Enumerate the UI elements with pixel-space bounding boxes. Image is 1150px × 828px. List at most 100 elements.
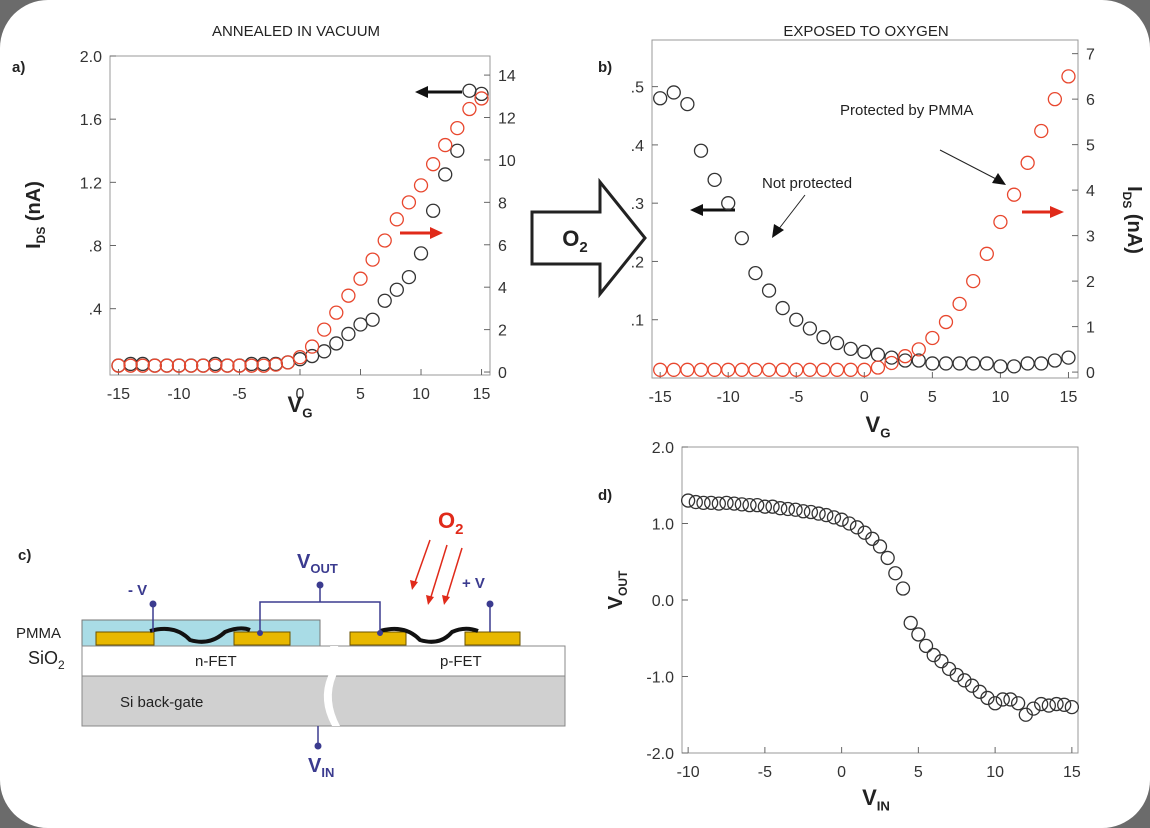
gas-arrows [413,539,463,601]
data-point [1049,696,1064,712]
terminal-label: - V [128,582,147,599]
label-main: V [297,551,311,573]
data-point [304,339,320,354]
data-point [341,326,356,342]
data-point [949,667,964,683]
data-point [1006,187,1022,202]
x-tick-label: -5 [789,389,803,406]
data-point [734,497,750,512]
label-rest: (nA) [23,181,45,227]
data-point [727,496,742,511]
data-point [389,212,404,227]
y-tick-label: -2.0 [646,746,674,763]
data-point [1003,692,1018,707]
data-point [704,495,719,510]
data-point [1047,91,1063,107]
y-tick-label: 2.0 [80,49,102,66]
layer-label: SiO2 [28,648,65,672]
data-point [789,312,804,327]
data-point [811,506,826,521]
axis-label: VG [866,412,891,441]
layer-label: Si back-gate [120,694,203,711]
y2-tick-label: 10 [498,153,516,170]
data-point [232,358,247,373]
data-point [450,120,465,136]
label-main: I [23,243,45,249]
data-point [979,246,994,261]
data-point [171,358,187,373]
data-point [895,581,911,596]
data-point [401,269,417,285]
y2-tick-label: 0 [498,365,507,382]
x-tick-label: -15 [107,386,130,403]
data-point [147,358,162,373]
data-point [1010,696,1026,711]
x-tick-label: 0 [860,389,869,406]
y2-tick-label: 1 [1086,320,1095,337]
data-point [438,167,453,182]
data-point [680,96,695,112]
y-tick-label: -1.0 [646,670,674,687]
panel-label: a) [12,59,25,76]
data-point [693,143,709,158]
data-point [1041,698,1056,713]
data-point [757,499,773,514]
y2-tick-label: 3 [1086,229,1095,246]
device-label: n-FET [195,653,237,670]
label-sub: IN [321,765,334,780]
label-sub: DS [1120,192,1134,209]
x-tick-label: 0 [296,386,305,403]
data-point [742,497,757,513]
terminal-label: VOUT [297,551,338,576]
data-point [329,336,344,351]
data-point [696,495,711,510]
data-point [680,493,696,508]
data-point [220,358,235,373]
label-main: O [438,508,455,533]
data-point [123,358,138,373]
data-point [353,271,368,286]
data-point [329,305,344,320]
data-point [934,654,949,669]
transition-label: O2 [562,226,587,256]
label-sub: 2 [579,239,587,256]
gas-label: O2 [438,508,463,538]
data-point [450,143,465,158]
panel-label: d) [598,487,612,504]
terminal-label: VIN [308,755,334,780]
data-point [911,353,926,368]
label-sub: 2 [58,658,65,672]
data-point [438,137,453,153]
data-point [872,539,888,554]
data-point [688,494,703,510]
y2-tick-label: 0 [1086,365,1095,382]
x-tick-label: 5 [914,764,923,781]
data-point [413,178,429,193]
data-point [775,300,790,316]
y-tick-label: .1 [631,313,644,330]
label-main: V [288,392,303,417]
data-point [1061,350,1076,365]
y-tick-label: 1.0 [652,517,674,534]
data-point [425,203,441,218]
data-point [317,344,332,359]
transition-arrow [530,177,647,299]
x-tick-label: -15 [649,389,672,406]
data-point [765,499,780,514]
data-point [1064,699,1080,715]
y-tick-label: .4 [89,302,102,319]
data-point [980,690,995,706]
data-point [474,91,489,106]
y2-tick-label: 2 [1086,274,1095,291]
data-point [780,501,796,517]
y2-tick-label: 6 [498,238,507,255]
data-point [816,330,831,345]
annotation: Protected by PMMA [840,102,973,119]
terminals [149,581,494,750]
data-point [1047,353,1063,368]
data-point [750,497,765,513]
label-main: SiO [28,648,58,668]
axis-label: VIN [862,785,890,814]
x-tick-label: 15 [1060,389,1078,406]
